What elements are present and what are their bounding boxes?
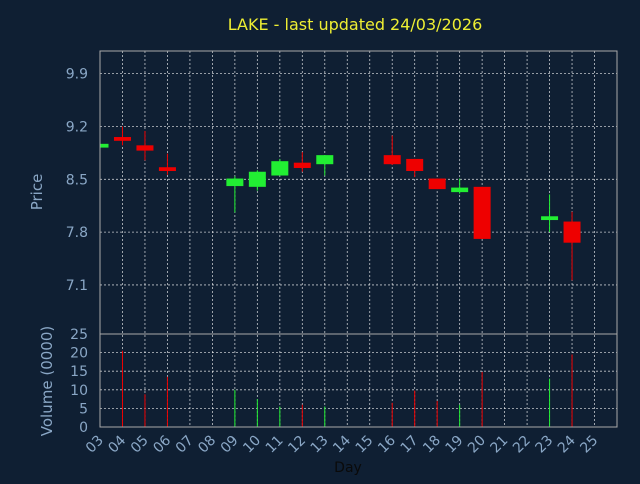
x-tick-label: 19 [443,433,467,457]
ticks-layer: 9.99.28.57.87.10510152025030405060708091… [66,67,602,457]
x-tick-label: 04 [105,432,129,456]
x-tick-label: 05 [128,433,152,457]
frame-layer [99,50,618,428]
candle-body [158,167,176,171]
x-tick-label: 13 [308,433,332,457]
x-tick-label: 22 [510,433,534,457]
volume-tick-label: 10 [70,383,88,399]
x-tick-label: 15 [353,433,377,457]
candle-body [383,155,401,165]
x-tick-label: 12 [285,433,309,457]
x-axis-label: Day [334,460,362,476]
x-tick-label: 03 [83,433,107,457]
candle-body [100,143,109,148]
price-tick-label: 7.1 [66,278,88,294]
volume-tick-label: 20 [70,346,88,362]
x-tick-label: 25 [577,433,601,457]
price-axis-label: Price [28,174,46,211]
price-tick-label: 8.5 [66,172,88,188]
price-tick-label: 9.2 [66,119,88,135]
candle-body [428,178,446,190]
grid-layer [100,51,617,427]
candle-body [248,171,266,187]
price-panel-frame [99,50,618,335]
x-tick-label: 07 [173,433,197,457]
volume-axis-label: Volume (0000) [38,326,56,436]
x-tick-label: 09 [218,433,242,457]
candle-body [113,137,131,141]
marks-layer [99,126,581,427]
x-tick-label: 23 [532,433,556,457]
candle-body [451,187,469,193]
x-tick-label: 20 [465,433,489,457]
x-tick-label: 14 [330,432,354,456]
price-tick-label: 7.8 [66,225,88,241]
candle-body [473,186,491,239]
candle-body [406,158,424,171]
candle-body [226,178,244,187]
volume-tick-label: 15 [70,364,88,380]
candle-body [271,161,289,176]
x-tick-label: 24 [555,432,579,456]
chart-title: LAKE - last updated 24/03/2026 [228,15,483,34]
x-tick-label: 16 [375,432,399,456]
x-tick-label: 06 [150,432,174,456]
x-tick-label: 08 [195,433,219,457]
candle-body [136,145,154,151]
x-tick-label: 11 [263,433,287,457]
volume-tick-label: 5 [79,401,88,417]
candle-body [541,216,559,221]
x-tick-label: 18 [420,433,444,457]
volume-tick-label: 25 [70,327,88,343]
volume-tick-label: 0 [79,420,88,436]
candle-body [316,155,334,165]
candle-body [293,162,311,168]
x-tick-label: 21 [488,433,512,457]
x-tick-label: 17 [398,433,422,457]
candle-body [563,221,581,243]
x-tick-label: 10 [240,433,264,457]
price-tick-label: 9.9 [66,67,88,83]
volume-panel-frame [99,333,618,428]
